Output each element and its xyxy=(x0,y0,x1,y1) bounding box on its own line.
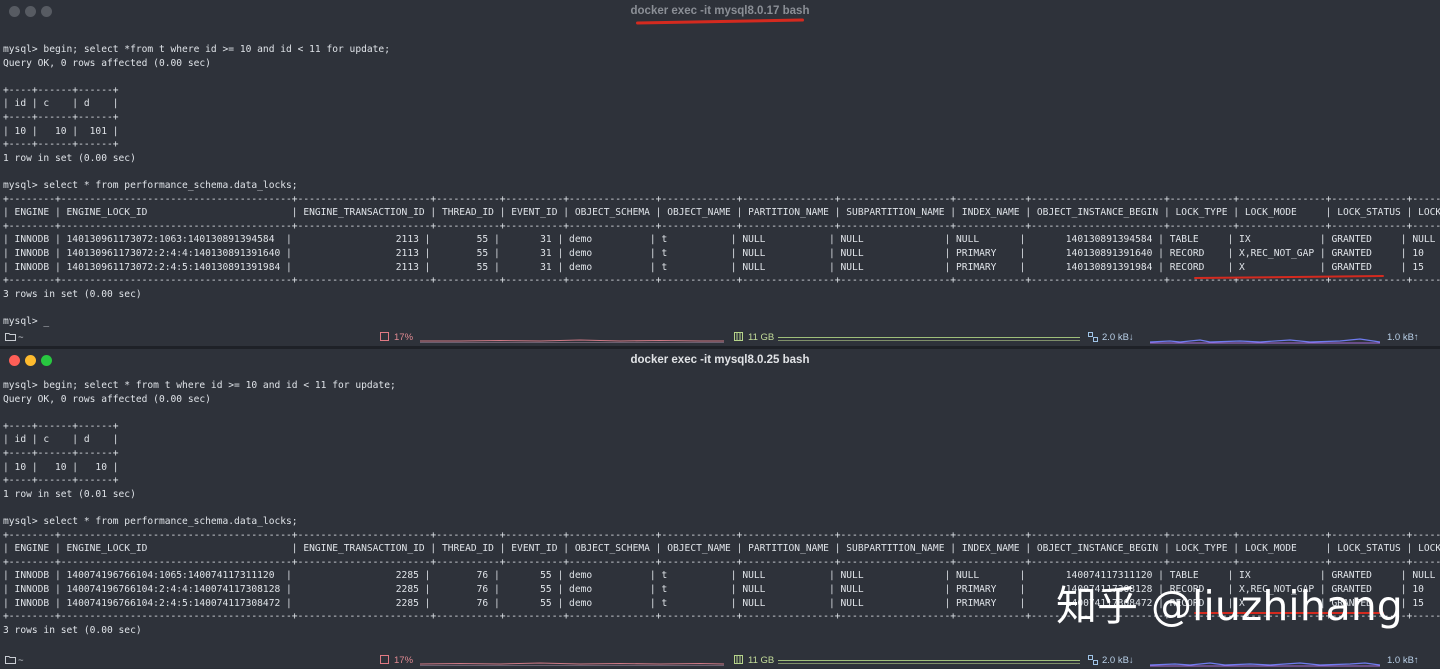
lock-mode-underline-annotation xyxy=(1194,612,1384,614)
cpu-usage: 17% xyxy=(394,655,414,666)
network-download: 2.0 kB↓ xyxy=(1102,655,1134,666)
minimize-button[interactable] xyxy=(25,6,36,17)
terminal-window-mysql8017[interactable]: docker exec -it mysql8.0.17 bash mysql> … xyxy=(0,0,1440,347)
minimize-button[interactable] xyxy=(25,355,36,366)
network-sparkline xyxy=(1150,662,1380,667)
window-controls xyxy=(9,6,57,25)
network-sparkline xyxy=(1150,338,1380,344)
memory-sparkline xyxy=(778,337,1080,341)
folder-path: ~ xyxy=(18,332,24,343)
close-button[interactable] xyxy=(9,6,20,17)
window-title: docker exec -it mysql8.0.17 bash xyxy=(630,5,810,17)
network-upload: 1.0 kB↑ xyxy=(1387,655,1419,666)
terminal-output[interactable]: mysql> begin; select * from t where id >… xyxy=(3,380,1440,636)
memory-sparkline xyxy=(778,660,1080,664)
terminal-output[interactable]: mysql> begin; select *from t where id >=… xyxy=(3,44,1440,327)
window-controls xyxy=(9,355,57,374)
window-separator xyxy=(0,346,1440,349)
title-bar[interactable]: docker exec -it mysql8.0.25 bash xyxy=(0,349,1440,375)
cpu-usage: 17% xyxy=(394,332,414,343)
cpu-sparkline xyxy=(420,339,724,343)
window-title: docker exec -it mysql8.0.25 bash xyxy=(630,354,810,366)
status-bar: ~ 17% 11 GB 2.0 kB↓ 1.0 kB↑ xyxy=(0,332,1440,346)
zoom-button[interactable] xyxy=(41,355,52,366)
memory-usage: 11 GB xyxy=(748,332,775,343)
zhihu-watermark: 知乎 @liuzhihang xyxy=(1056,582,1403,630)
title-bar[interactable]: docker exec -it mysql8.0.17 bash xyxy=(0,0,1440,26)
network-upload: 1.0 kB↑ xyxy=(1387,332,1419,343)
cpu-sparkline xyxy=(420,662,724,666)
folder-path: ~ xyxy=(18,655,24,666)
network-download: 2.0 kB↓ xyxy=(1102,332,1134,343)
status-bar: ~ 17% 11 GB 2.0 kB↓ 1.0 kB↑ xyxy=(0,655,1440,669)
terminal-window-mysql8025[interactable]: docker exec -it mysql8.0.25 bash mysql> … xyxy=(0,349,1440,668)
zoom-button[interactable] xyxy=(41,6,52,17)
memory-usage: 11 GB xyxy=(748,655,775,666)
close-button[interactable] xyxy=(9,355,20,366)
